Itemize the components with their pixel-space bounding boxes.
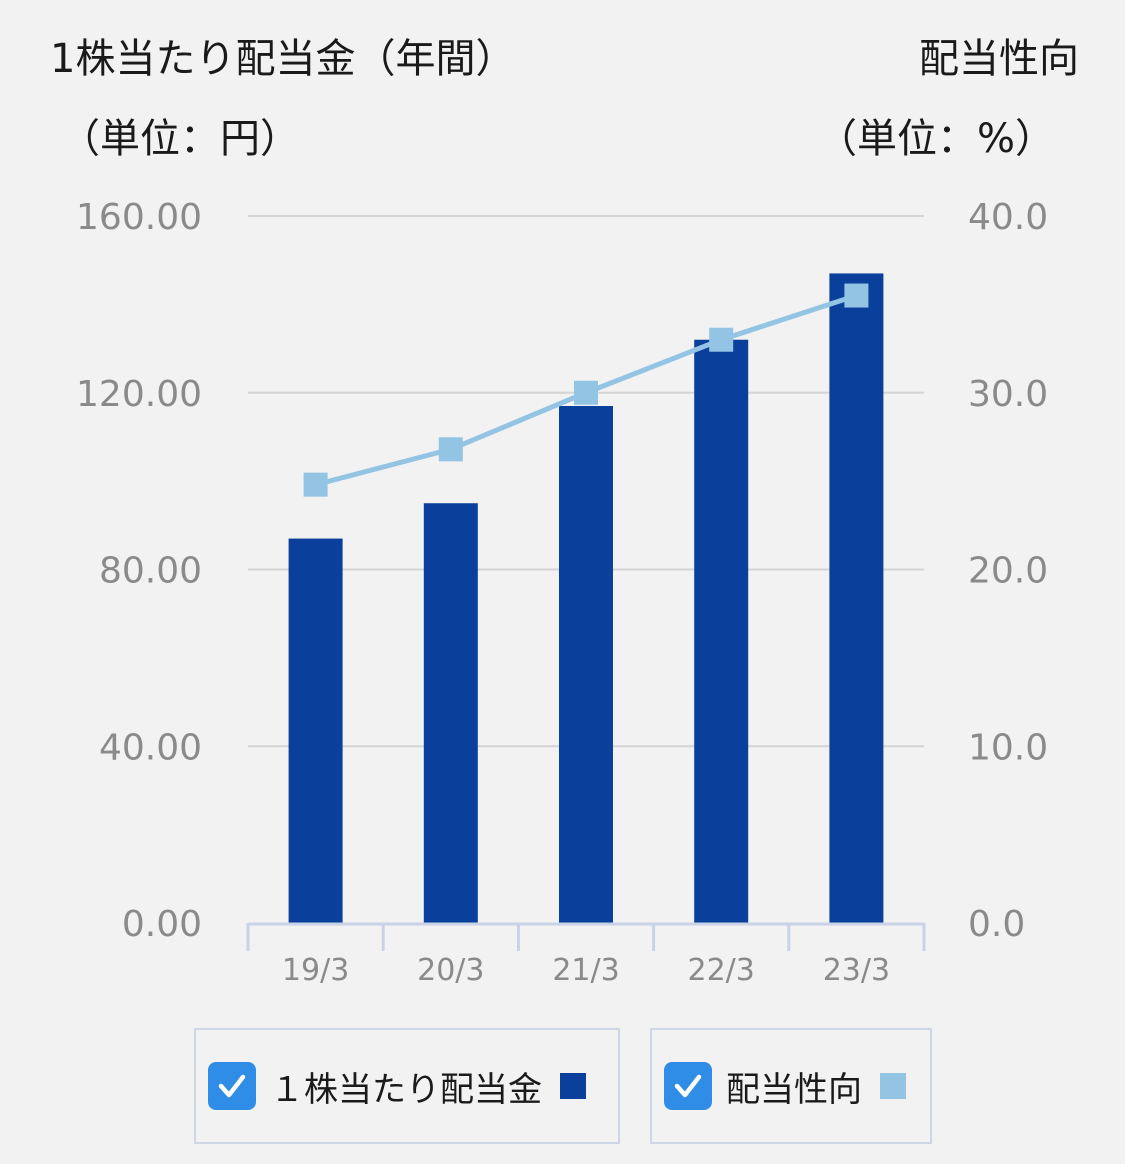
y-right-tick-label: 20.0 xyxy=(968,551,1048,592)
checkbox-checked-icon[interactable] xyxy=(664,1062,712,1110)
left-axis-unit: （単位：円） xyxy=(60,116,300,162)
bar-21-3 xyxy=(559,406,613,924)
bar-20-3 xyxy=(423,503,478,923)
legend-item-payout-ratio[interactable]: 配当性向 xyxy=(650,1028,932,1144)
right-axis-title: 配当性向 xyxy=(919,36,1079,82)
payout-point-22-3 xyxy=(709,327,734,352)
y-left-tick-label: 160.00 xyxy=(76,197,202,238)
legend-label-dividend: １株当たり配当金 xyxy=(270,1069,542,1110)
x-tick-label: 20/3 xyxy=(417,953,484,988)
x-tick-label: 19/3 xyxy=(282,953,349,988)
payout-point-23-3 xyxy=(844,283,869,308)
x-tick-label: 22/3 xyxy=(688,953,755,988)
checkbox-checked-icon[interactable] xyxy=(208,1062,256,1110)
y-left-tick-label: 80.00 xyxy=(99,551,202,592)
y-right-tick-label: 10.0 xyxy=(968,727,1048,768)
y-right-tick-label: 30.0 xyxy=(968,374,1048,415)
legend-label-payout-ratio: 配当性向 xyxy=(726,1069,862,1110)
legend-swatch-dividend xyxy=(560,1073,586,1099)
legend-swatch-payout-ratio xyxy=(880,1073,906,1099)
left-axis-title: 1株当たり配当金（年間） xyxy=(50,36,516,82)
y-right-tick-label: 0.0 xyxy=(968,904,1025,945)
payout-point-21-3 xyxy=(574,380,598,405)
legend-item-dividend[interactable]: １株当たり配当金 xyxy=(194,1028,620,1144)
y-right-tick-label: 40.0 xyxy=(968,197,1048,238)
x-tick-label: 21/3 xyxy=(552,953,619,988)
bar-19-3 xyxy=(288,538,343,923)
bar-23-3 xyxy=(829,273,884,924)
y-left-tick-label: 120.00 xyxy=(76,374,202,415)
y-left-tick-label: 40.00 xyxy=(99,727,202,768)
payout-point-20-3 xyxy=(438,437,463,462)
x-tick-label: 23/3 xyxy=(823,953,890,988)
bar-22-3 xyxy=(694,339,749,924)
y-left-tick-label: 0.00 xyxy=(122,904,202,945)
dividend-chart: 0.00 0.0 40.00 10.0 80.00 20.0 120.00 30.0 160.0… xyxy=(76,197,1048,988)
payout-point-19-3 xyxy=(303,472,328,497)
right-axis-unit: （単位：%） xyxy=(816,116,1055,162)
